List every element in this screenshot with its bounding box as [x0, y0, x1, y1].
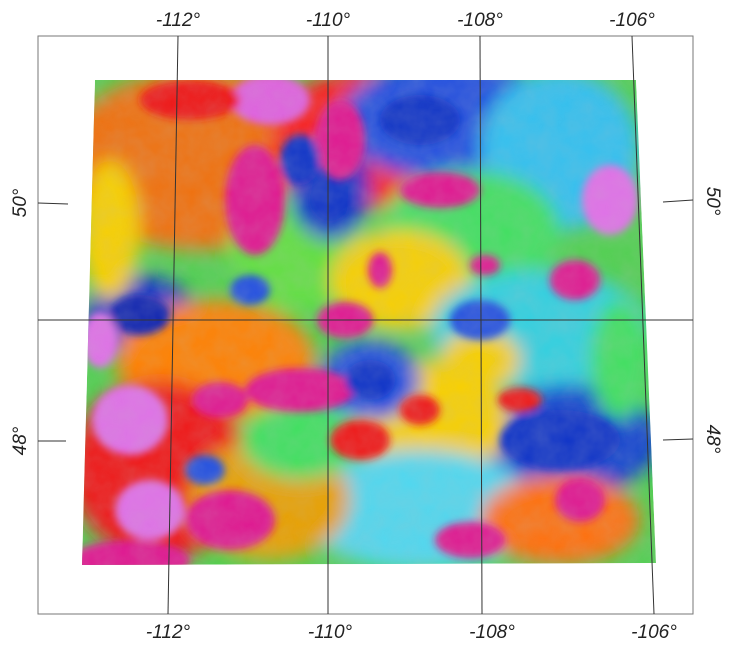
lon-label-bottom: -110° [308, 622, 353, 643]
lon-label-top: -108° [457, 10, 503, 31]
anomaly-raster [82, 80, 656, 565]
lat-label-right: 50° [702, 187, 723, 216]
lon-label-top: -110° [306, 10, 351, 31]
meridian-106 [631, 35, 655, 615]
graticule [37, 35, 694, 615]
lon-label-top: -106° [609, 10, 655, 31]
lon-label-top: -112° [156, 10, 201, 31]
meridian-112 [167, 35, 179, 615]
tick-lat48-right [662, 438, 694, 441]
meridian-108 [479, 35, 483, 615]
lon-label-bottom: -108° [469, 622, 515, 643]
lon-label-bottom: -112° [146, 622, 191, 643]
lon-label-bottom: -106° [631, 622, 677, 643]
lat-label-right: 48° [702, 425, 723, 454]
tick-lat50-left [37, 202, 69, 205]
tick-lat50-right [662, 199, 694, 203]
lat-label-left: 48° [10, 426, 31, 455]
lat-label-left: 50° [10, 188, 31, 217]
